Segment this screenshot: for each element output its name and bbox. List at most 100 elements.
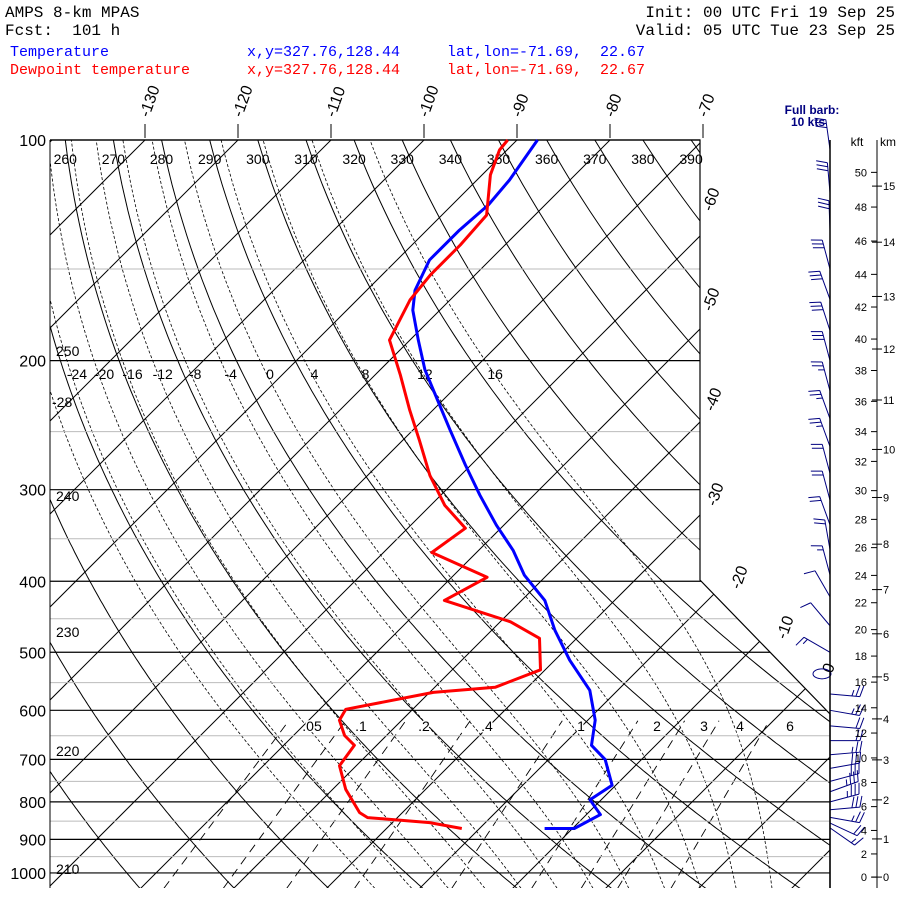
- moist-adiabat: [50, 140, 449, 888]
- kft-label: 18: [855, 651, 867, 663]
- pressure-label: 800: [19, 795, 46, 812]
- dry-adiabat: [205, 140, 801, 888]
- km-label: 12: [883, 344, 895, 356]
- kft-label: 48: [855, 202, 867, 214]
- dry-adiabat-left-label: 240: [56, 488, 80, 504]
- km-axis-title: km: [880, 135, 896, 149]
- dry-adiabat-label: 280: [150, 151, 174, 167]
- km-label: 0: [883, 872, 889, 884]
- isotherm-label: -130: [137, 83, 164, 119]
- moist-adiabat-label: 8: [362, 366, 370, 382]
- dry-adiabat: [584, 140, 830, 888]
- isotherm-right-label: -40: [702, 386, 726, 414]
- pressure-label: 600: [19, 703, 46, 720]
- moist-adiabat-label: -4: [224, 366, 237, 382]
- kft-label: 6: [861, 802, 867, 814]
- dry-adiabat-label: 350: [487, 151, 511, 167]
- dry-adiabat-label: 390: [679, 151, 703, 167]
- wind-barb-icon: [829, 685, 865, 698]
- mixing-ratio-label: 2: [653, 718, 661, 734]
- moist-adiabat: [262, 140, 701, 888]
- moist-adiabat: [184, 140, 630, 888]
- moist-adiabat: [50, 140, 376, 888]
- dry-adiabat: [489, 140, 830, 888]
- dry-adiabat-label: 270: [102, 151, 126, 167]
- valid-time: Valid: 05 UTC Tue 23 Sep 25: [635, 22, 895, 40]
- dry-adiabat-label: 310: [294, 151, 318, 167]
- init-time: Init: 00 UTC Fri 19 Sep 25: [645, 4, 895, 22]
- legend-temperature-label: Temperature: [10, 44, 110, 61]
- km-label: 5: [883, 672, 889, 684]
- wind-barb-icon: [829, 827, 864, 846]
- wind-barb-icon: [813, 518, 831, 550]
- moist-adiabat-label: 4: [311, 366, 319, 382]
- mixing-ratio-line: [451, 720, 563, 888]
- mixing-ratio-label: .4: [481, 718, 493, 734]
- wind-barb-icon: [803, 570, 831, 598]
- kft-label: 28: [855, 514, 867, 526]
- isotherm-label: -80: [602, 92, 626, 120]
- isotherm: [605, 140, 830, 888]
- kft-label: 32: [855, 456, 867, 468]
- dry-adiabat: [50, 140, 329, 888]
- moist-adiabat-label: 16: [487, 366, 503, 382]
- kft-label: 12: [855, 728, 867, 740]
- kft-axis-title: kft: [851, 135, 864, 149]
- moist-adiabat: [95, 140, 522, 888]
- mixing-ratio-line: [354, 720, 471, 888]
- kft-label: 46: [855, 236, 867, 248]
- legend-dewpoint-latlon: lat,lon=-71.69, 22.67: [447, 62, 646, 79]
- wind-barb-icon: [808, 417, 831, 447]
- moist-adiabat: [369, 140, 773, 888]
- legend-temperature-xy: x,y=327.76,128.44: [247, 44, 401, 61]
- isotherm: [140, 140, 830, 888]
- dry-adiabat: [50, 140, 424, 888]
- km-label: 10: [883, 444, 895, 456]
- pressure-label: 200: [19, 354, 46, 371]
- kft-label: 30: [855, 486, 867, 498]
- mixing-ratio-line: [163, 720, 290, 888]
- isotherm: [50, 140, 534, 888]
- moist-adiabat-label: -28: [52, 394, 72, 410]
- isotherm: [50, 140, 720, 888]
- km-label: 15: [883, 181, 895, 193]
- dry-adiabat-left-label: 250: [56, 343, 80, 359]
- wind-barb-icon: [829, 762, 860, 782]
- wind-barb-icon: [829, 717, 865, 729]
- km-label: 2: [883, 795, 889, 807]
- isotherm: [419, 140, 830, 888]
- mixing-ratio-label: 3: [700, 718, 708, 734]
- dry-adiabat-left-label: 230: [56, 624, 80, 640]
- isotherm: [512, 140, 830, 888]
- mixing-ratio-line: [617, 720, 720, 888]
- km-label: 9: [883, 492, 889, 504]
- km-label: 3: [883, 755, 889, 767]
- dry-adiabat-label: 320: [342, 151, 366, 167]
- kft-label: 20: [855, 625, 867, 637]
- dry-adiabat: [442, 140, 830, 888]
- thermo-grid: [50, 140, 830, 888]
- mixing-ratio-line: [670, 720, 770, 888]
- kft-label: 2: [861, 849, 867, 861]
- isotherm-label: -120: [230, 83, 257, 119]
- wind-barb-icon: [829, 795, 863, 811]
- dry-adiabat-left-label: 220: [56, 743, 80, 759]
- dry-adiabat-label: 260: [54, 151, 78, 167]
- dry-adiabat-left-label: 210: [56, 861, 80, 877]
- km-label: 13: [883, 291, 895, 303]
- mixing-ratio-label: 6: [786, 718, 794, 734]
- forecast-hour: Fcst: 101 h: [5, 22, 121, 40]
- dry-adiabat: [300, 140, 830, 888]
- kft-label: 34: [855, 427, 867, 439]
- pressure-label: 900: [19, 832, 46, 849]
- moist-adiabat-label: -12: [153, 366, 173, 382]
- kft-label: 4: [861, 825, 867, 837]
- km-label: 14: [883, 237, 895, 249]
- wind-barb-icon: [810, 443, 831, 474]
- pressure-label: 500: [19, 645, 46, 662]
- wind-barb-icon: [817, 197, 831, 231]
- wind-legend-line1: Full barb:: [785, 103, 840, 117]
- kft-label: 10: [855, 753, 867, 765]
- moist-adiabat-label: 0: [266, 366, 274, 382]
